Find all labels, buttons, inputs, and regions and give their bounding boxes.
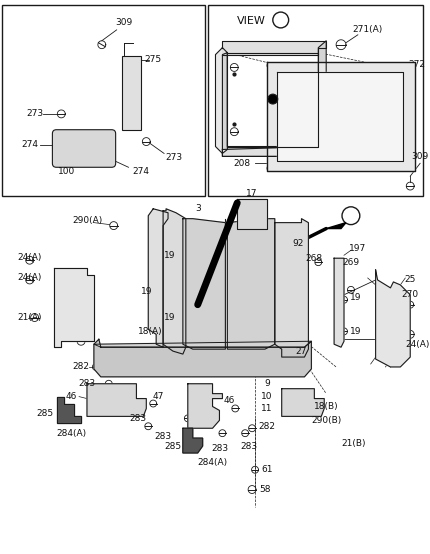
Text: 19: 19 bbox=[164, 251, 176, 260]
Polygon shape bbox=[277, 73, 403, 161]
Text: 273: 273 bbox=[26, 109, 43, 119]
Text: 271(A): 271(A) bbox=[353, 25, 383, 34]
Bar bbox=[2, 5, 205, 196]
Polygon shape bbox=[148, 209, 168, 347]
Polygon shape bbox=[183, 219, 225, 349]
Text: 283: 283 bbox=[130, 414, 147, 423]
Polygon shape bbox=[57, 397, 81, 423]
Text: 309: 309 bbox=[412, 152, 429, 161]
Text: 24(A): 24(A) bbox=[405, 340, 429, 348]
Text: 10: 10 bbox=[261, 392, 273, 401]
Text: 46: 46 bbox=[224, 396, 235, 405]
Text: 17: 17 bbox=[246, 189, 258, 198]
Text: 284(A): 284(A) bbox=[56, 429, 86, 438]
Polygon shape bbox=[222, 41, 326, 156]
Text: 24(A): 24(A) bbox=[18, 253, 42, 261]
Polygon shape bbox=[163, 209, 186, 354]
Text: 19: 19 bbox=[141, 288, 152, 296]
Text: 9: 9 bbox=[264, 379, 270, 388]
Text: 268: 268 bbox=[306, 254, 323, 263]
Text: 24(A): 24(A) bbox=[18, 274, 42, 283]
Text: 25: 25 bbox=[405, 275, 416, 284]
Text: 19: 19 bbox=[350, 293, 362, 302]
Text: 61: 61 bbox=[261, 465, 273, 474]
Text: 47: 47 bbox=[153, 392, 164, 401]
Text: 4: 4 bbox=[243, 206, 248, 216]
Polygon shape bbox=[87, 384, 146, 417]
Polygon shape bbox=[222, 41, 326, 55]
Polygon shape bbox=[282, 389, 324, 417]
Polygon shape bbox=[188, 384, 222, 428]
Text: 285: 285 bbox=[164, 442, 181, 450]
Text: 290(B): 290(B) bbox=[311, 416, 341, 425]
Text: 58: 58 bbox=[259, 485, 270, 494]
Text: 27: 27 bbox=[296, 347, 307, 356]
Text: 21(B): 21(B) bbox=[341, 439, 366, 448]
Polygon shape bbox=[326, 223, 346, 229]
Polygon shape bbox=[54, 268, 94, 347]
Text: 18(A): 18(A) bbox=[138, 327, 163, 336]
Text: 19: 19 bbox=[350, 327, 362, 336]
Text: 276: 276 bbox=[283, 95, 300, 104]
Circle shape bbox=[268, 94, 278, 104]
Text: 92: 92 bbox=[293, 239, 304, 248]
Text: 284(A): 284(A) bbox=[197, 458, 227, 468]
Polygon shape bbox=[94, 341, 311, 347]
Text: 285: 285 bbox=[36, 409, 53, 418]
Text: 272: 272 bbox=[408, 60, 426, 69]
Text: 46: 46 bbox=[65, 392, 77, 401]
Text: 3: 3 bbox=[195, 204, 200, 213]
Bar bbox=[122, 55, 141, 130]
Text: 18(B): 18(B) bbox=[314, 402, 338, 411]
Text: 309: 309 bbox=[115, 18, 132, 28]
Text: VIEW: VIEW bbox=[237, 16, 266, 26]
Polygon shape bbox=[222, 146, 326, 156]
Circle shape bbox=[342, 207, 360, 224]
Polygon shape bbox=[183, 428, 203, 453]
Text: 274: 274 bbox=[133, 167, 150, 176]
Polygon shape bbox=[334, 258, 344, 347]
Polygon shape bbox=[227, 219, 275, 349]
FancyBboxPatch shape bbox=[52, 130, 116, 167]
Text: 11: 11 bbox=[261, 404, 273, 413]
Text: 19: 19 bbox=[164, 313, 176, 322]
Text: 208: 208 bbox=[233, 159, 251, 168]
Text: 273: 273 bbox=[166, 153, 183, 162]
Polygon shape bbox=[376, 270, 410, 367]
Text: 274: 274 bbox=[21, 140, 38, 149]
Bar bbox=[208, 5, 423, 196]
Text: 270: 270 bbox=[402, 290, 419, 299]
Text: 275: 275 bbox=[144, 55, 162, 64]
Circle shape bbox=[273, 12, 289, 28]
Polygon shape bbox=[275, 219, 308, 357]
Text: 197: 197 bbox=[349, 244, 366, 253]
Text: 100: 100 bbox=[58, 167, 75, 176]
Polygon shape bbox=[215, 48, 227, 153]
Text: 283: 283 bbox=[154, 432, 172, 440]
Text: 282: 282 bbox=[258, 422, 275, 431]
Text: 21(A): 21(A) bbox=[18, 313, 42, 322]
Text: 283: 283 bbox=[240, 442, 258, 450]
Text: A: A bbox=[347, 211, 354, 220]
Text: 283: 283 bbox=[78, 379, 95, 388]
Text: A: A bbox=[277, 15, 284, 25]
Text: 282: 282 bbox=[73, 362, 89, 371]
Text: 290(A): 290(A) bbox=[72, 216, 102, 225]
Text: 283: 283 bbox=[211, 444, 228, 453]
Text: 269: 269 bbox=[342, 258, 359, 266]
Polygon shape bbox=[267, 63, 415, 171]
Polygon shape bbox=[237, 199, 267, 229]
Polygon shape bbox=[94, 339, 311, 377]
